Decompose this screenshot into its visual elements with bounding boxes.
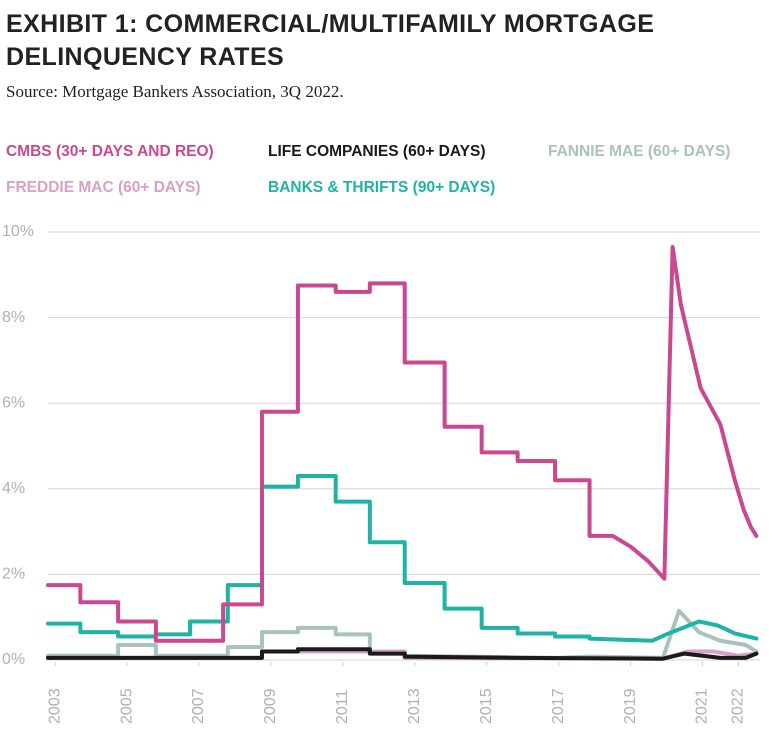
legend-entry: LIFE COMPANIES (60+ DAYS) <box>268 143 485 160</box>
x-tick-label: 2022 <box>730 688 747 724</box>
x-tick-label: 2019 <box>622 688 639 724</box>
x-tick-label: 2017 <box>550 688 567 724</box>
legend-entry: BANKS & THRIFTS (90+ DAYS) <box>268 179 495 196</box>
x-tick-label: 2007 <box>190 688 207 724</box>
x-tick-label: 2011 <box>334 689 351 724</box>
y-tick-label: 2% <box>2 566 25 583</box>
legend-entry: FREDDIE MAC (60+ DAYS) <box>6 179 201 196</box>
x-tick-label: 2021 <box>694 688 711 724</box>
series-line <box>46 244 759 643</box>
y-tick-label: 6% <box>2 394 25 411</box>
x-tick-label: 2005 <box>118 688 135 724</box>
x-tick-label: 2003 <box>46 688 63 724</box>
y-tick-label: 4% <box>2 480 25 497</box>
series-line <box>46 473 759 643</box>
source-note: Source: Mortgage Bankers Association, 3Q… <box>6 82 344 101</box>
legend-entry: CMBS (30+ DAYS AND REO) <box>6 143 214 160</box>
chart-title: EXHIBIT 1: COMMERCIAL/MULTIFAMILY MORTGA… <box>6 10 655 71</box>
y-tick-label: 10% <box>2 223 34 240</box>
x-tick-label: 2013 <box>406 688 423 724</box>
x-tick-label: 2015 <box>478 688 495 724</box>
legend-entry: FANNIE MAE (60+ DAYS) <box>548 143 730 160</box>
series-line <box>46 647 759 661</box>
x-tick-label: 2009 <box>262 688 279 724</box>
series-line <box>46 608 759 660</box>
y-tick-label: 0% <box>2 651 25 668</box>
y-tick-label: 8% <box>2 309 25 326</box>
